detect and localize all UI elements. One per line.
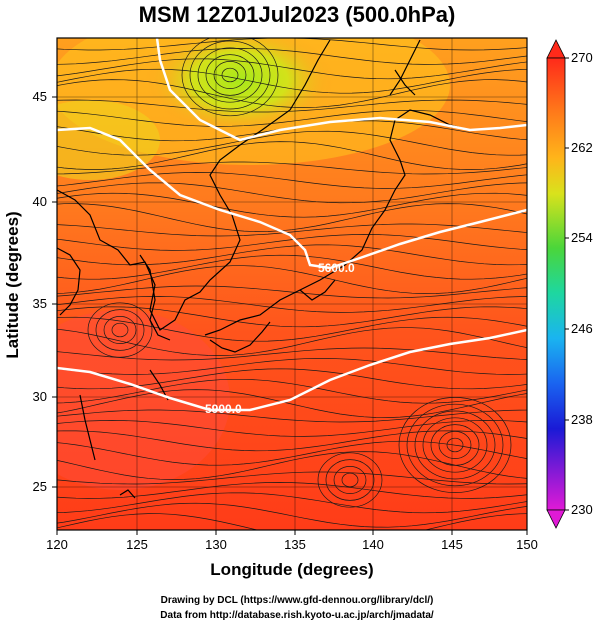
streamline [438,431,472,459]
contour-5600 [57,126,527,270]
y-axis: 45 40 35 30 25 Latitude (degrees) [3,89,57,494]
warm-region-sw [57,310,230,490]
contour-label-5600: 5600.0 [318,261,355,275]
colorbar-tick-label: 254 [571,230,593,245]
contour-5900 [57,328,527,412]
streamline [430,424,480,466]
x-tick-label: 145 [441,537,463,552]
colorbar-tick-label: 230 [571,502,593,517]
streamline [341,472,359,488]
streamline [414,410,496,480]
x-axis: 120 125 130 135 140 145 150 Longitude (d… [46,530,538,579]
x-tick-label: 140 [362,537,384,552]
colorbar: 270 262 254 246 238 230 [546,39,593,529]
streamline [422,417,488,473]
streamline [317,452,383,508]
y-tick-label: 35 [33,296,47,311]
streamline [325,459,375,501]
colorbar-top-arrow [546,39,566,59]
y-tick-label: 40 [33,194,47,209]
credit-drawing: Drawing by DCL (https://www.gfd-dennou.o… [161,595,434,606]
streamline [221,67,239,83]
streamline [406,403,504,487]
x-tick-label: 130 [205,537,227,552]
streamline [205,54,255,96]
x-axis-label: Longitude (degrees) [210,560,373,579]
colorbar-tick-label: 238 [571,412,593,427]
grid-lines [57,38,527,530]
streamline [189,40,271,110]
streamline [111,322,129,338]
streamline [446,437,464,453]
coastlines [57,39,471,499]
x-tick-label: 125 [126,537,148,552]
streamline [213,61,247,89]
contour-upper [155,38,527,142]
colorbar-bottom-arrow [546,509,566,529]
y-axis-label: Latitude (degrees) [3,211,22,358]
x-tick-label: 150 [516,537,538,552]
streamline [333,466,367,494]
y-tick-label: 25 [33,479,47,494]
x-tick-label: 120 [46,537,68,552]
y-tick-label: 45 [33,89,47,104]
streamline [181,38,279,117]
streamline [95,309,145,351]
streamline [398,397,512,493]
contour-label-5900: 5900.0 [205,402,242,416]
colorbar-scale [546,57,566,511]
streamline [103,316,137,344]
cold-core [145,38,335,135]
map-area: 5600.0 5900.0 [57,38,527,530]
y-tick-label: 30 [33,389,47,404]
colorbar-tick-label: 246 [571,321,593,336]
map-title: MSM 12Z01Jul2023 (500.0hPa) [139,2,456,27]
credit-data: Data from http://database.rish.kyoto-u.a… [160,610,434,621]
streamline [197,47,263,103]
cool-region-west [57,100,160,180]
colorbar-tick-label: 262 [571,140,593,155]
streamline [87,302,153,358]
map-frame [56,37,528,531]
x-tick-label: 135 [284,537,306,552]
colorbar-tick-label: 270 [571,50,593,65]
